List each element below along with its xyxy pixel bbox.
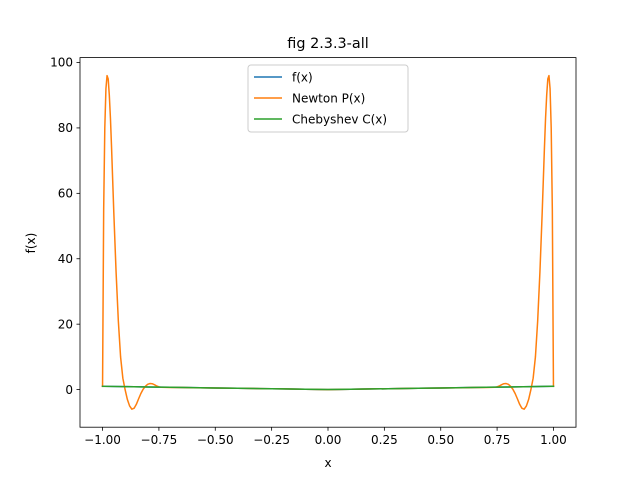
y-tick-label: 40 [58, 252, 73, 266]
x-tick-label: −0.50 [197, 433, 234, 447]
legend-label-1: Newton P(x) [292, 91, 365, 105]
y-tick-label: 80 [58, 121, 73, 135]
series-line-2 [101, 385, 555, 391]
y-tick-label: 100 [50, 56, 73, 70]
plot-layer [101, 74, 555, 410]
axes-layer: −1.00 −0.75 −0.50 −0.25 0.00 0.25 0.50 0.75 1.00… [50, 56, 577, 447]
x-tick-label: 0.50 [427, 433, 454, 447]
chart-title: fig 2.3.3-all [287, 36, 368, 52]
x-tick-label: 0.00 [315, 433, 342, 447]
legend: f(x) Newton P(x) Chebyshev C(x) [247, 64, 409, 133]
y-tick-label: 60 [58, 187, 73, 201]
x-tick-label: 0.25 [371, 433, 398, 447]
legend-label-2: Chebyshev C(x) [292, 112, 387, 126]
y-axis-label: f(x) [24, 233, 38, 254]
x-tick-label: 1.00 [540, 433, 567, 447]
x-tick-label: −1.00 [84, 433, 121, 447]
x-tick-label: −0.25 [253, 433, 290, 447]
legend-box [247, 64, 409, 133]
x-tick-label: 0.75 [484, 433, 511, 447]
y-tick-label: 0 [65, 383, 73, 397]
legend-label-0: f(x) [292, 70, 313, 84]
y-tick-label: 20 [58, 317, 73, 331]
x-tick-label: −0.75 [141, 433, 178, 447]
x-axis-label: x [324, 456, 331, 470]
